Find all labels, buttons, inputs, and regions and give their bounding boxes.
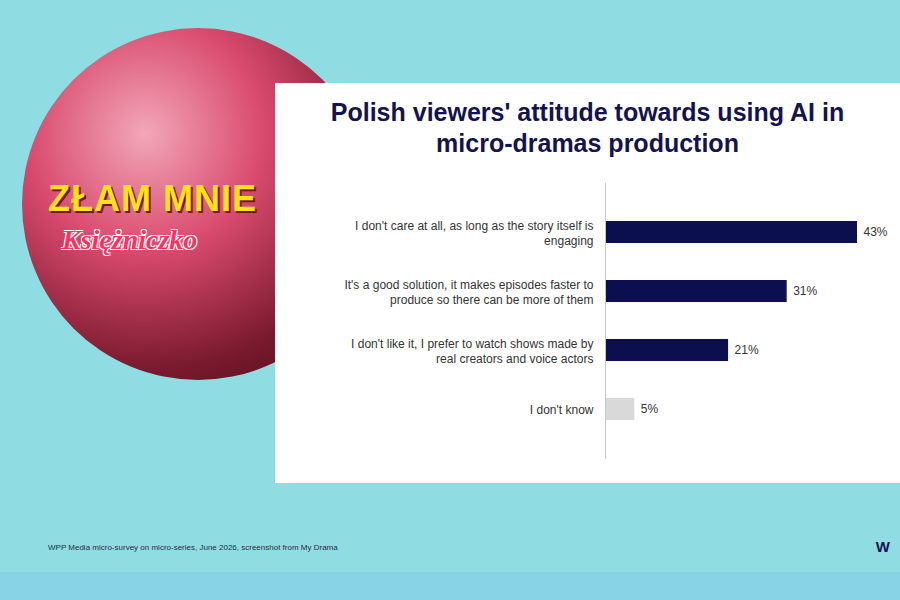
html-text:W: W bbox=[875, 538, 890, 555]
html-text:ZŁAM MNIE: ZŁAM MNIE bbox=[48, 178, 257, 219]
html-text:Księżniczko: Księżniczko bbox=[62, 224, 198, 255]
html-text:Polish viewers' attitude towar: Polish viewers' attitude towards using A… bbox=[330, 98, 845, 157]
svg-text:31%: 31% bbox=[793, 284, 817, 298]
svg-text:I don't care at all, as long a: I don't care at all, as long as the stor… bbox=[355, 219, 593, 248]
svg-text:43%: 43% bbox=[864, 225, 888, 239]
svg-text:5%: 5% bbox=[641, 402, 659, 416]
svg-text:It's a good solution, it makes: It's a good solution, it makes episodes … bbox=[344, 278, 593, 307]
svg-text:I don't know: I don't know bbox=[530, 403, 594, 417]
svg-text:I don't like it, I prefer to w: I don't like it, I prefer to watch shows… bbox=[351, 337, 593, 366]
svg-text:21%: 21% bbox=[735, 343, 759, 357]
html-text:WPP Media micro-survey on micr: WPP Media micro-survey on micro-series, … bbox=[48, 543, 338, 552]
